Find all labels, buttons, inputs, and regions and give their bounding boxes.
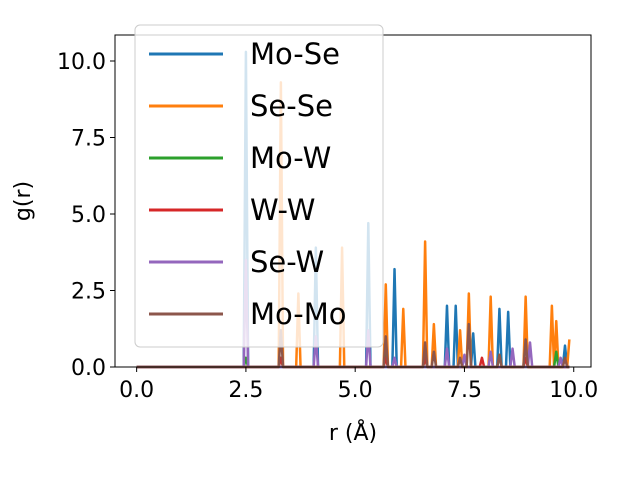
y-tick-label: 10.0 — [57, 50, 106, 75]
y-tick-label: 5.0 — [71, 203, 106, 228]
x-tick-label: 2.5 — [228, 378, 263, 403]
x-tick-label: 7.5 — [447, 378, 482, 403]
x-tick-label: 5.0 — [338, 378, 373, 403]
legend-label: Mo-Se — [250, 37, 340, 71]
legend-label: W-W — [250, 193, 315, 227]
x-axis: 0.0 2.5 5.0 7.5 10.0 — [119, 367, 598, 403]
x-tick-label: 0.0 — [119, 378, 154, 403]
y-axis-label: g(r) — [11, 181, 36, 221]
legend-label: Se-W — [250, 245, 324, 279]
legend-label: Mo-Mo — [250, 297, 347, 331]
legend-label: Mo-W — [250, 141, 331, 175]
x-tick-label: 10.0 — [549, 378, 598, 403]
y-tick-label: 2.5 — [71, 280, 106, 305]
series-line-mo-w — [136, 350, 570, 369]
x-axis-label: r (Å) — [329, 419, 377, 446]
y-axis: 0.0 2.5 5.0 7.5 10.0 — [57, 50, 115, 381]
legend-label: Se-Se — [250, 89, 333, 123]
y-tick-label: 0.0 — [71, 356, 106, 381]
y-tick-label: 7.5 — [71, 127, 106, 152]
legend: Mo-Se Se-Se Mo-W W-W Se-W Mo-Mo — [134, 24, 384, 348]
series-line-w-w — [136, 356, 570, 369]
